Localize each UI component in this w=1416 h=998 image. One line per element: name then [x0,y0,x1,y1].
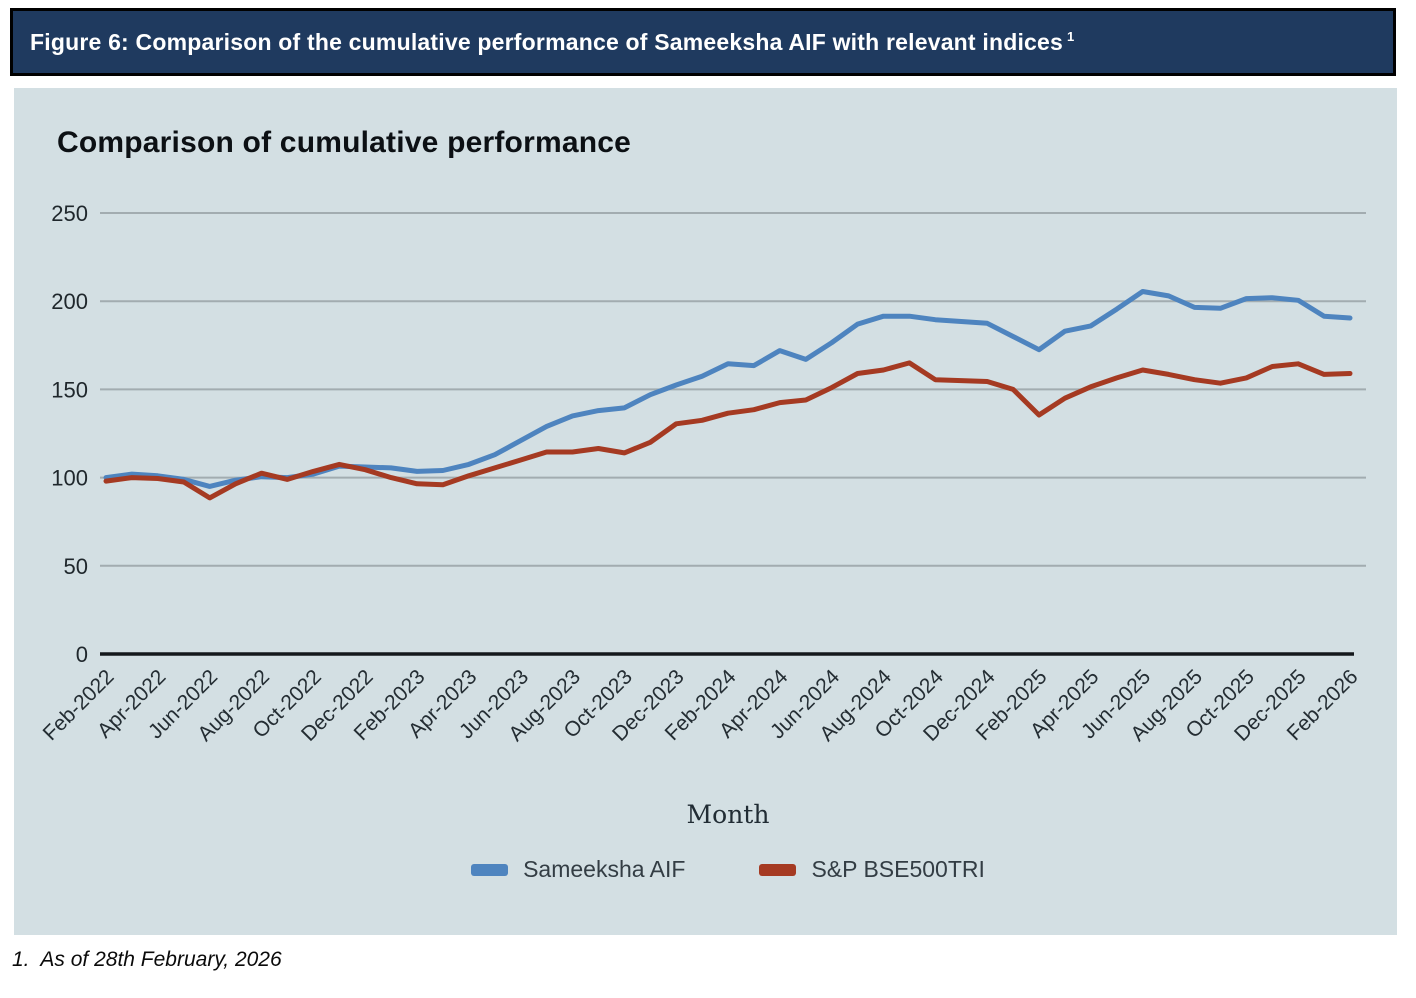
chart-panel: 0 50 100 150 200 250 Feb-2022 Apr-2022 Jun-2022 A… [14,88,1397,935]
y-axis-labels: 0 50 100 150 200 250 [51,201,88,667]
figure-header-text: Figure 6: Comparison of the cumulative p… [30,28,1064,55]
gridlines [100,212,1366,567]
svg-text:200: 200 [51,289,88,314]
svg-text:100: 100 [51,466,88,491]
series-line-s-p-bse500tri [103,360,1353,501]
legend-label-sameeksha-aif: Sameeksha AIF [523,856,686,882]
footnote: 1. As of 28th February, 2026 [12,948,282,971]
series-line-sameeksha-aif [103,289,1353,489]
chart-legend: Sameeksha AIF S&P BSE500TRI [14,856,1416,883]
chart-title: Comparison of cumulative performance [57,126,631,159]
figure-header-title: Figure 6: Comparison of the cumulative p… [30,29,1074,56]
legend-swatch-blue-icon [471,863,509,876]
legend-item-bse500tri: S&P BSE500TRI [759,856,985,883]
x-axis-labels: Feb-2022Apr-2022Jun-2022Aug-2022Oct-2022… [39,665,1363,746]
svg-text:250: 250 [51,201,88,226]
svg-text:50: 50 [64,554,88,579]
svg-text:150: 150 [51,377,88,402]
x-axis-title: Month [686,800,770,829]
legend-swatch-red-icon [759,863,797,876]
svg-text:0: 0 [76,642,88,667]
chart-plot: 0 50 100 150 200 250 Feb-2022Apr-2022Jun-2022A… [39,201,1366,746]
legend-item-sameeksha-aif: Sameeksha AIF [471,856,685,883]
figure-header-bar: Figure 6: Comparison of the cumulative p… [10,8,1396,76]
footnote-reference-superscript: 1 [1067,28,1075,44]
legend-label-bse500tri: S&P BSE500TRI [811,856,985,882]
